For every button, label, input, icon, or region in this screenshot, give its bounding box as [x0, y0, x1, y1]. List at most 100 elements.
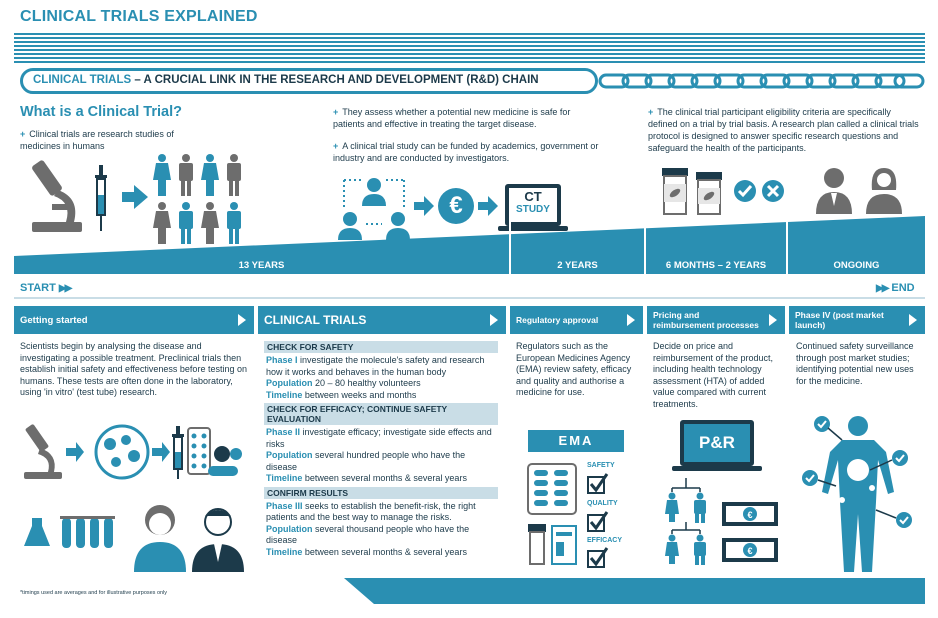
timeline-rule — [14, 297, 925, 299]
investigators-network-icon — [338, 178, 410, 240]
timeline-6-months-2-years: 6 MONTHS – 2 YEARS — [665, 260, 767, 271]
cross-circle-icon — [762, 180, 784, 202]
efficacy-label: EFFICACY — [587, 537, 622, 544]
syringe-icon — [95, 165, 107, 231]
population-text: 20 – 80 healthy volunteers — [312, 378, 421, 388]
phase-2-text: investigate efficacy; investigate side e… — [266, 427, 492, 449]
footnote: *timings used are averages and for illus… — [20, 590, 168, 596]
intro-bullet-4: + The clinical trial participant eligibil… — [648, 107, 919, 153]
laptop-base — [498, 226, 568, 231]
checkbox-checked-icon — [587, 473, 609, 494]
footnote-panel — [14, 578, 344, 604]
double-arrow-icon: ▶▶ — [876, 283, 889, 294]
phase-pricing: Pricing and reimbursement processes — [647, 306, 785, 334]
euro-icon: € — [438, 188, 474, 224]
phase-3-desc: Phase III seeks to establish the benefit… — [266, 501, 496, 524]
phase-1-timeline: Timeline between weeks and months — [266, 390, 496, 402]
ema-badge: EMA — [528, 430, 624, 452]
timeline-ongoing: ONGOING — [833, 260, 880, 271]
phase-3-timeline: Timeline between several months & severa… — [266, 547, 496, 559]
population-label: Population — [266, 450, 313, 460]
timeline-text: between several months & several years — [302, 546, 467, 557]
population-text: several thousand people who have the dis… — [266, 523, 470, 546]
timeline-segment-3: 6 MONTHS – 2 YEARS — [646, 258, 786, 274]
chevron-right-icon — [909, 314, 917, 326]
patients-payment-icon: € € — [665, 478, 778, 565]
pr-laptop-icon: P&R — [680, 420, 754, 466]
regulatory-text: Regulators such as the European Medicine… — [516, 341, 632, 397]
participants-icon — [816, 168, 902, 214]
phase-1-block: Phase I investigate the molecule's safet… — [264, 353, 498, 403]
timeline-13-years: 13 YEARS — [238, 260, 285, 271]
phase-2-block: Phase II investigate efficacy; investiga… — [264, 425, 498, 487]
arrow-right-icon — [122, 185, 148, 209]
phase-2-label: Phase II — [266, 427, 301, 437]
timeline-wedge — [14, 216, 925, 258]
arrow-right-icon — [414, 196, 434, 216]
population-label: Population — [266, 378, 313, 388]
phase-3-label: Phase III — [266, 500, 303, 511]
phase-title: Regulatory approval — [516, 315, 599, 325]
phase-1-population: Population 20 – 80 healthy volunteers — [266, 378, 496, 390]
check-safety-heading: CHECK FOR SAFETY — [264, 341, 498, 353]
phase-2-population: Population several hundred people who ha… — [266, 450, 496, 473]
phase-title: CLINICAL TRIALS — [264, 313, 367, 327]
phase-1-text: investigate the molecule's safety and re… — [266, 355, 485, 377]
end-label: END — [891, 282, 915, 294]
chevron-right-icon — [769, 314, 777, 326]
timeline-segment-4: ONGOING — [788, 258, 925, 274]
intro-bullet-4-text: The clinical trial participant eligibili… — [648, 107, 919, 153]
intro-heading: What is a Clinical Trial? — [20, 104, 182, 120]
getting-started-text: Scientists begin by analysing the diseas… — [20, 341, 247, 397]
check-efficacy-heading: CHECK FOR EFFICACY; CONTINUE SAFETY EVAL… — [264, 403, 498, 425]
start-label: START — [20, 282, 56, 294]
intro-bullet-2: + They assess whether a potential new med… — [333, 107, 571, 129]
chevron-right-icon — [490, 314, 498, 326]
safety-label: SAFETY — [587, 462, 615, 469]
laptop-icon: CT STUDY — [505, 184, 561, 226]
intro-bullet-1-text: Clinical trials are research studies of … — [20, 129, 174, 151]
phase-3-population: Population several thousand people who h… — [266, 524, 496, 547]
intro-bullet-3-text: A clinical trial study can be funded by … — [333, 141, 599, 163]
phase-title: Getting started — [20, 314, 88, 326]
timeline-divider — [786, 212, 788, 274]
people-group-icon — [153, 154, 241, 244]
chevron-right-icon — [238, 314, 246, 326]
check-circle-icon — [734, 180, 756, 202]
banner-highlight: CLINICAL TRIALS — [33, 74, 132, 86]
timeline-label: Timeline — [266, 546, 303, 557]
intro-bullet-1: + Clinical trials are research studies of… — [20, 129, 174, 151]
timeline-end: ▶▶ END — [876, 282, 915, 294]
checkbox-checked-icon — [587, 511, 609, 532]
pill-bottles-icon — [662, 168, 722, 215]
confirm-results-heading: CONFIRM RESULTS — [264, 486, 498, 499]
timeline-text: between weeks and months — [302, 389, 417, 400]
phase-3-text: seeks to establish the benefit-risk, the… — [266, 500, 476, 523]
medicine-pack-icon — [527, 463, 577, 565]
laptop-ct-label: CT — [524, 189, 542, 204]
timeline-2-years: 2 YEARS — [557, 260, 598, 271]
phase-1-desc: Phase I investigate the molecule's safet… — [266, 355, 496, 378]
quality-label: QUALITY — [587, 500, 618, 507]
phase-title: Pricing and reimbursement processes — [653, 310, 759, 330]
timeline-divider — [509, 212, 511, 274]
population-text: several hundred people who have the dise… — [266, 450, 466, 472]
phase-regulatory-approval: Regulatory approval — [510, 306, 643, 334]
page-title: CLINICAL TRIALS EXPLAINED — [20, 8, 258, 25]
svg-text:€: € — [747, 546, 752, 556]
microscope-icon — [32, 160, 82, 232]
banner-text: – A CRUCIAL LINK IN THE RESEARCH AND DEV… — [131, 74, 539, 86]
timeline-segment-2: 2 YEARS — [511, 258, 644, 274]
timeline-divider — [644, 212, 646, 274]
intro-bullet-2-text: They assess whether a potential new medi… — [333, 107, 571, 129]
phase-getting-started: Getting started — [14, 306, 254, 334]
header-stripes — [14, 33, 925, 63]
chain-icon — [598, 73, 925, 89]
laptop-base — [672, 466, 762, 471]
phase-title: Phase IV (post market launch) — [795, 310, 884, 330]
phase-1-label: Phase I — [266, 355, 298, 365]
timeline-start: START ▶▶ — [20, 282, 72, 294]
clinical-trials-phases: CHECK FOR SAFETY Phase I investigate the… — [264, 341, 498, 560]
chevron-right-icon — [627, 314, 635, 326]
timeline-label: Timeline — [266, 389, 303, 400]
